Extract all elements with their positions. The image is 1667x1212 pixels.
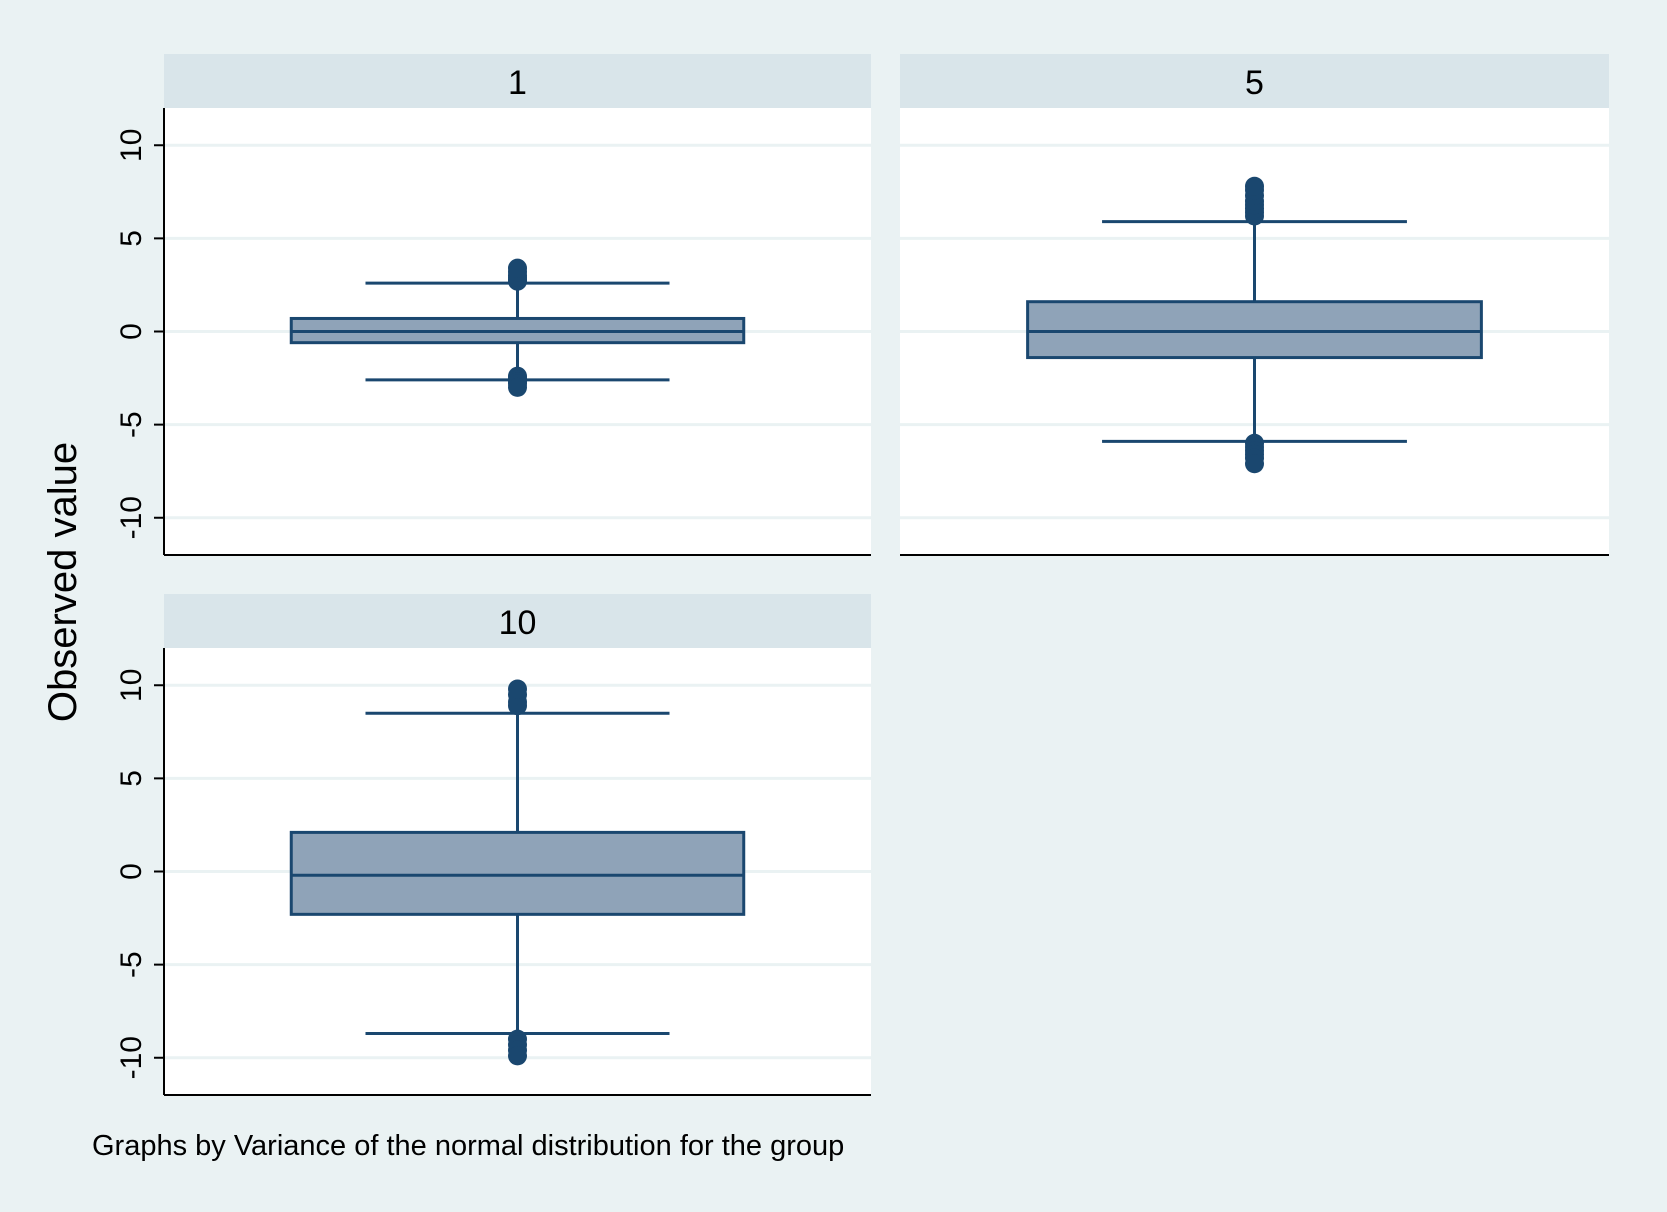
panel-header xyxy=(900,54,1609,108)
panel-header xyxy=(164,54,871,108)
y-tick-label: -5 xyxy=(115,411,148,438)
panel-10: 10 10 5 0 -5 -10 xyxy=(115,594,871,1096)
y-tick-label: 10 xyxy=(115,669,148,702)
y-tick-label: -10 xyxy=(115,1036,148,1079)
y-axis-label: Observed value xyxy=(41,442,85,722)
outlier-point xyxy=(1245,176,1264,196)
y-tick-label: 10 xyxy=(115,129,148,162)
panel-header xyxy=(164,594,871,648)
panel-5: 5 xyxy=(900,54,1609,556)
y-tick-label: 0 xyxy=(115,863,148,880)
panel-title: 1 xyxy=(508,64,527,102)
panel-title: 10 xyxy=(499,604,537,642)
graphs-by-note: Graphs by Variance of the normal distrib… xyxy=(92,1130,844,1162)
iqr-box xyxy=(1026,300,1483,360)
iqr-box xyxy=(289,830,746,916)
y-tick-label: 5 xyxy=(115,770,148,787)
panel-title: 5 xyxy=(1245,64,1264,102)
outlier-point xyxy=(1245,454,1264,474)
outlier-point xyxy=(508,377,527,397)
panels: 1 10 5 0 -5 -10 5 10 10 5 0 -5 -10 xyxy=(115,54,1609,1096)
y-tick-label: -5 xyxy=(115,951,148,978)
y-tick-label: 0 xyxy=(115,323,148,340)
outlier-point xyxy=(508,679,527,699)
outlier-point xyxy=(508,258,527,278)
outlier-point xyxy=(508,1046,527,1066)
y-tick-label: -10 xyxy=(115,496,148,539)
y-tick-label: 5 xyxy=(115,230,148,247)
panel-1: 1 10 5 0 -5 -10 xyxy=(115,54,871,556)
